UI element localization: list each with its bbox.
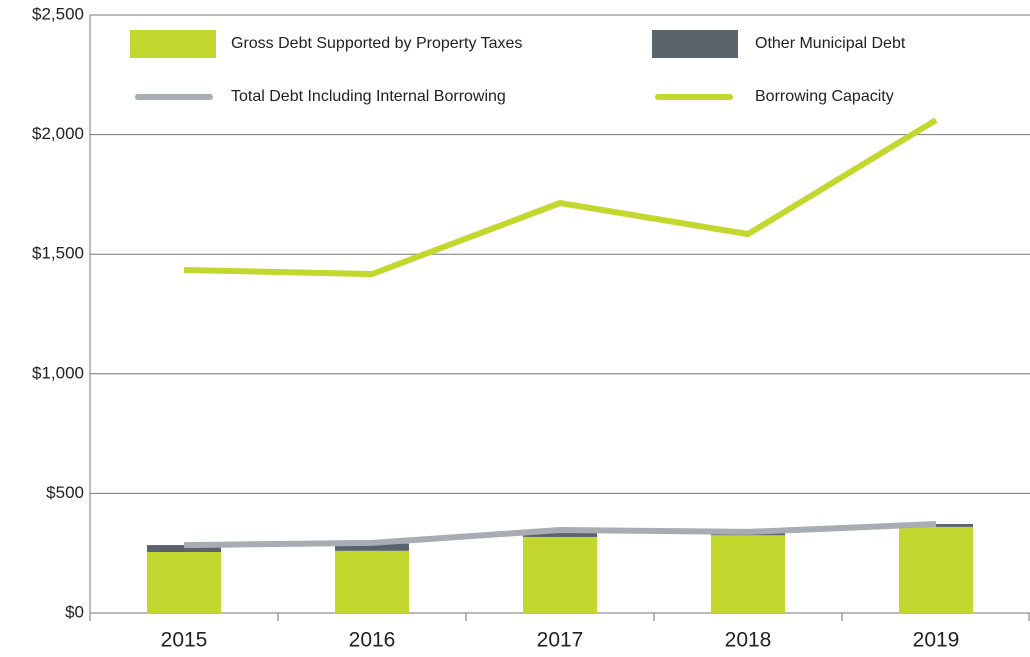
x-tick-label: 2016 (349, 629, 396, 652)
y-tick-label: $0 (65, 602, 84, 621)
legend-label: Gross Debt Supported by Property Taxes (231, 35, 522, 52)
line (183, 117, 938, 278)
line (183, 521, 937, 549)
bar (147, 552, 221, 613)
bar (523, 529, 597, 537)
y-tick-label: $2,000 (32, 124, 84, 143)
legend-label: Total Debt Including Internal Borrowing (231, 88, 506, 105)
bar (899, 526, 973, 613)
legend-label: Other Municipal Debt (755, 35, 906, 52)
legend-swatch (130, 30, 216, 58)
bar (335, 543, 409, 551)
bar (147, 545, 221, 553)
y-tick-label: $1,000 (32, 363, 84, 382)
x-tick-label: 2017 (537, 629, 584, 652)
y-tick-label: $1,500 (32, 244, 84, 263)
y-tick-label: $500 (46, 483, 84, 502)
x-tick-label: 2018 (725, 629, 772, 652)
x-tick-label: 2019 (913, 629, 960, 652)
legend-swatch (652, 30, 738, 58)
bar (335, 550, 409, 613)
bar (523, 536, 597, 613)
legend-label: Borrowing Capacity (755, 88, 894, 105)
y-tick-label: $2,500 (32, 4, 84, 23)
bar (711, 535, 785, 613)
x-tick-label: 2015 (161, 629, 208, 652)
